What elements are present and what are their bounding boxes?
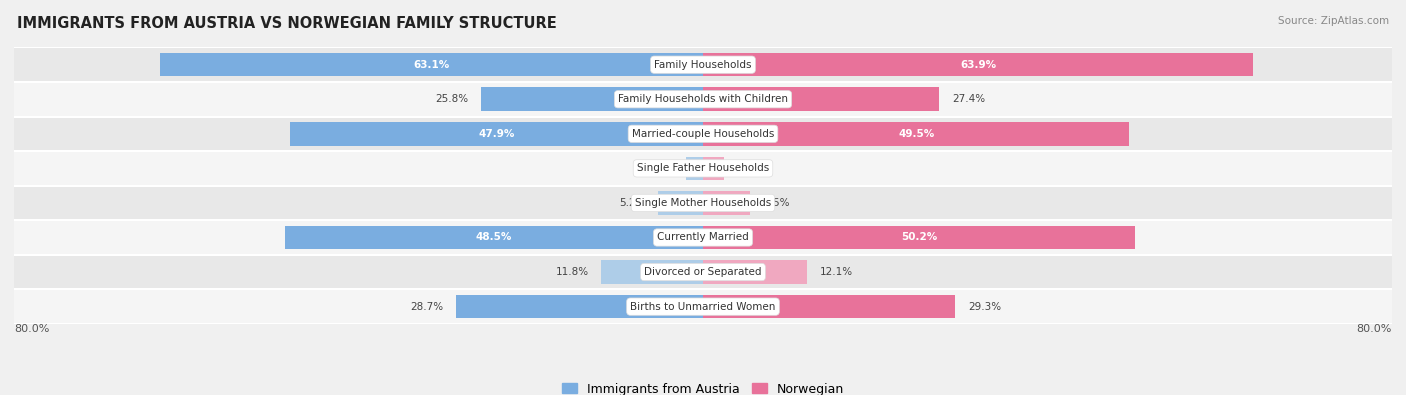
Text: Births to Unmarried Women: Births to Unmarried Women [630,302,776,312]
Text: Married-couple Households: Married-couple Households [631,129,775,139]
Text: 27.4%: 27.4% [952,94,986,104]
Bar [481,88,703,111]
Bar [14,220,1392,255]
Legend: Immigrants from Austria, Norwegian: Immigrants from Austria, Norwegian [557,378,849,395]
Bar [14,289,1392,324]
Bar [14,186,1392,220]
Bar [703,226,1135,249]
Text: Family Households with Children: Family Households with Children [619,94,787,104]
Bar [703,191,751,214]
Bar [160,53,703,77]
Bar [703,53,1253,77]
Text: Single Father Households: Single Father Households [637,164,769,173]
Bar [703,122,1129,145]
Text: 2.4%: 2.4% [737,164,763,173]
Text: 5.2%: 5.2% [619,198,645,208]
Text: 28.7%: 28.7% [409,302,443,312]
Bar [14,151,1392,186]
Text: 63.1%: 63.1% [413,60,450,70]
Bar [703,88,939,111]
Text: 80.0%: 80.0% [1357,324,1392,334]
Text: 12.1%: 12.1% [820,267,853,277]
Text: 63.9%: 63.9% [960,60,997,70]
Bar [703,156,724,180]
Text: 80.0%: 80.0% [14,324,49,334]
Bar [291,122,703,145]
Text: 50.2%: 50.2% [901,233,938,243]
Text: Source: ZipAtlas.com: Source: ZipAtlas.com [1278,16,1389,26]
Text: Single Mother Households: Single Mother Households [636,198,770,208]
Text: 2.0%: 2.0% [647,164,673,173]
Bar [14,47,1392,82]
Bar [456,295,703,318]
Text: Currently Married: Currently Married [657,233,749,243]
Bar [285,226,703,249]
Text: Divorced or Separated: Divorced or Separated [644,267,762,277]
Bar [658,191,703,214]
Bar [703,295,955,318]
Bar [703,260,807,284]
Text: Family Households: Family Households [654,60,752,70]
Bar [602,260,703,284]
Text: 25.8%: 25.8% [434,94,468,104]
Bar [14,255,1392,289]
Text: 29.3%: 29.3% [969,302,1001,312]
Text: 47.9%: 47.9% [478,129,515,139]
Text: 49.5%: 49.5% [898,129,934,139]
Bar [14,117,1392,151]
Bar [14,82,1392,117]
Text: IMMIGRANTS FROM AUSTRIA VS NORWEGIAN FAMILY STRUCTURE: IMMIGRANTS FROM AUSTRIA VS NORWEGIAN FAM… [17,16,557,31]
Text: 48.5%: 48.5% [477,233,512,243]
Text: 11.8%: 11.8% [555,267,589,277]
Bar [686,156,703,180]
Text: 5.5%: 5.5% [763,198,790,208]
